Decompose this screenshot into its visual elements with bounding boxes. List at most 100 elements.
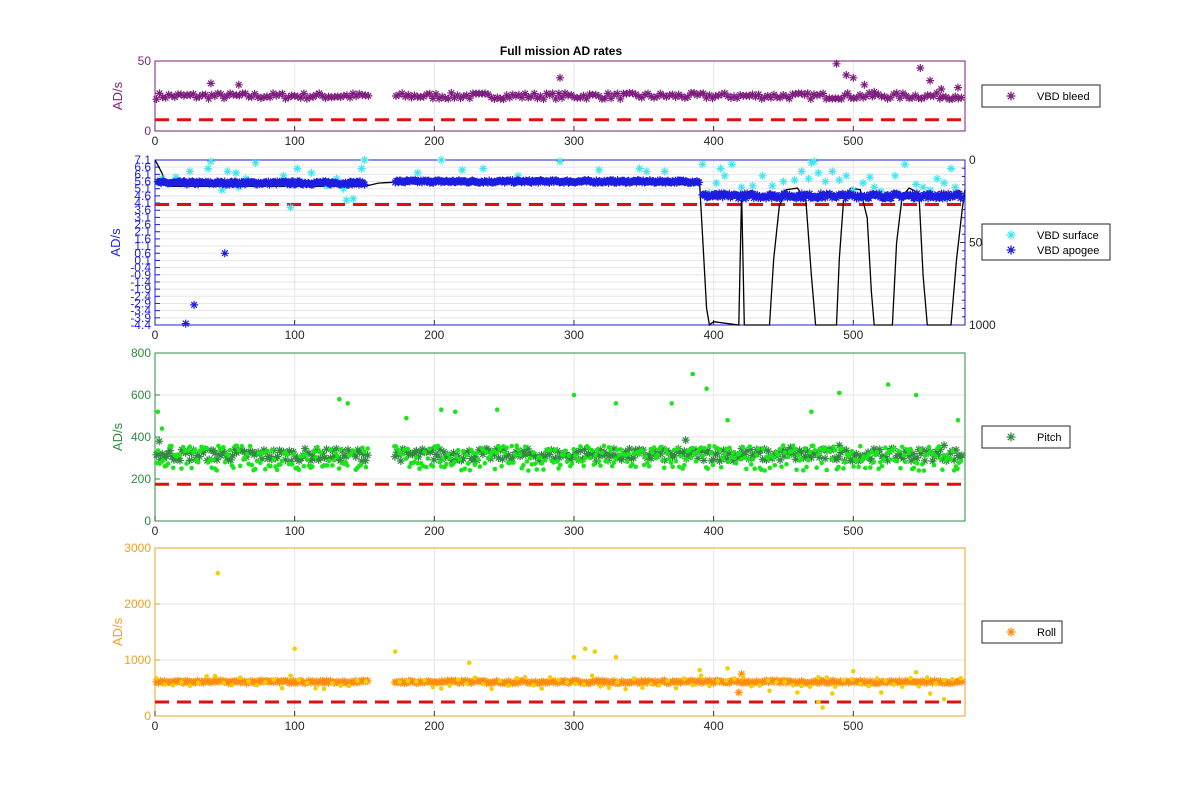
data-point bbox=[859, 93, 868, 102]
data-point bbox=[674, 90, 683, 99]
data-point bbox=[558, 93, 566, 102]
data-point bbox=[852, 93, 861, 102]
data-point bbox=[160, 458, 166, 463]
data-point bbox=[286, 203, 295, 212]
data-point bbox=[843, 89, 852, 98]
data-point bbox=[786, 443, 795, 452]
y-tick-label: 7.1 bbox=[134, 153, 151, 167]
data-point bbox=[339, 184, 348, 193]
data-point bbox=[656, 89, 665, 98]
y-tick-label: -4.4 bbox=[130, 318, 151, 332]
data-point bbox=[891, 445, 897, 451]
data-point bbox=[312, 91, 321, 99]
data-point bbox=[464, 681, 469, 686]
data-point bbox=[707, 443, 712, 449]
data-point bbox=[785, 94, 794, 103]
data-point bbox=[197, 677, 206, 686]
data-point bbox=[760, 446, 766, 452]
data-point bbox=[848, 456, 857, 465]
data-point bbox=[490, 95, 499, 103]
data-point bbox=[606, 678, 614, 687]
data-point bbox=[460, 448, 466, 454]
data-point bbox=[221, 680, 226, 686]
data-point bbox=[325, 463, 330, 468]
data-point bbox=[459, 92, 468, 101]
data-point bbox=[598, 684, 603, 689]
data-point bbox=[881, 456, 886, 462]
data-point bbox=[660, 458, 665, 463]
data-point bbox=[780, 452, 788, 461]
data-point bbox=[336, 456, 345, 465]
data-point bbox=[957, 93, 966, 102]
axes-box bbox=[154, 60, 966, 132]
data-point bbox=[165, 461, 171, 467]
data-point bbox=[532, 461, 538, 467]
data-point bbox=[762, 468, 767, 473]
data-point bbox=[206, 79, 215, 88]
y-tick-label: -1.9 bbox=[130, 282, 151, 296]
data-point bbox=[497, 447, 503, 452]
y-tick-label: 1000 bbox=[124, 653, 151, 667]
data-point bbox=[836, 464, 841, 470]
data-point bbox=[190, 300, 199, 309]
data-point bbox=[748, 189, 757, 198]
data-point bbox=[564, 91, 573, 100]
data-point bbox=[430, 455, 438, 464]
legend-label: Roll bbox=[1037, 627, 1056, 639]
data-point bbox=[830, 691, 835, 696]
data-point bbox=[646, 464, 652, 469]
data-point bbox=[908, 676, 913, 681]
data-point bbox=[958, 676, 964, 681]
data-point bbox=[531, 450, 536, 455]
legend: Roll bbox=[981, 620, 1063, 644]
data-point bbox=[654, 678, 663, 687]
data-point bbox=[594, 447, 600, 453]
data-point bbox=[673, 685, 679, 691]
data-point bbox=[596, 458, 602, 464]
data-point bbox=[954, 94, 963, 103]
data-point bbox=[541, 467, 546, 472]
data-point bbox=[435, 445, 444, 454]
data-point bbox=[702, 445, 707, 451]
series-roll bbox=[152, 670, 966, 697]
data-point bbox=[936, 444, 942, 449]
data-point bbox=[499, 463, 504, 469]
data-point bbox=[589, 447, 595, 453]
data-point bbox=[447, 88, 456, 97]
data-point bbox=[643, 454, 648, 460]
data-point bbox=[641, 462, 647, 468]
x-tick-label: 500 bbox=[843, 134, 863, 148]
data-point bbox=[722, 451, 727, 457]
data-point bbox=[204, 445, 209, 451]
data-point bbox=[320, 453, 329, 462]
data-point bbox=[553, 678, 562, 687]
data-point bbox=[183, 677, 192, 686]
data-point bbox=[842, 446, 851, 455]
data-point bbox=[499, 95, 508, 104]
x-tick-label: 0 bbox=[152, 719, 159, 733]
data-point bbox=[275, 90, 284, 99]
data-point bbox=[185, 167, 194, 176]
data-point bbox=[338, 683, 344, 689]
data-point bbox=[392, 649, 398, 654]
data-point bbox=[482, 460, 488, 466]
data-point bbox=[171, 173, 180, 182]
data-point bbox=[285, 447, 294, 455]
data-point bbox=[247, 443, 253, 449]
data-point bbox=[511, 460, 516, 465]
data-point bbox=[516, 447, 521, 453]
data-point bbox=[258, 460, 263, 466]
data-point bbox=[933, 681, 938, 686]
data-point bbox=[958, 459, 964, 464]
data-point bbox=[726, 93, 735, 102]
data-point bbox=[333, 450, 339, 456]
data-point bbox=[858, 444, 863, 449]
data-point bbox=[192, 447, 198, 453]
data-point bbox=[934, 451, 943, 459]
data-point bbox=[177, 90, 185, 99]
data-point bbox=[883, 94, 892, 103]
data-point bbox=[272, 180, 281, 189]
data-point bbox=[797, 89, 806, 98]
data-point bbox=[623, 686, 628, 692]
